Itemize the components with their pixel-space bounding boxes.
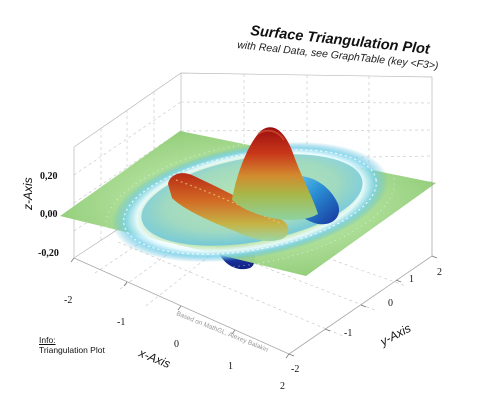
info-label: Info: (39, 335, 56, 345)
z-axis-label: z-Axis (21, 177, 35, 211)
surface (60, 127, 436, 276)
x-tick-label: -1 (117, 317, 125, 328)
y-tick-label: -1 (344, 328, 352, 339)
y-tick-label: 2 (437, 267, 442, 278)
x-tick-label: 1 (228, 361, 233, 372)
x-tick-label: 0 (174, 339, 179, 350)
x-tick-label: -2 (64, 295, 72, 306)
credit-text: Based on MathGL, Alexey Balakin (175, 310, 269, 353)
y-tick-label: 1 (409, 274, 414, 285)
surface-peak (232, 127, 318, 221)
y-tick-label: 0 (388, 298, 393, 309)
axis-box-front (73, 182, 433, 355)
x-axis-label: x-Axis (136, 345, 172, 371)
surface-ridge (168, 173, 289, 242)
info-box: Info: Triangulation Plot (39, 335, 105, 355)
y-axis-label: y-Axis (377, 321, 413, 349)
y-tick-label: -2 (291, 364, 299, 375)
info-text: Triangulation Plot (39, 345, 105, 355)
z-tick-label: -0,20 (38, 248, 59, 259)
z-tick-label: 0,20 (40, 171, 58, 182)
z-tick-label: 0,00 (40, 209, 58, 220)
x-tick-label: 2 (280, 381, 285, 392)
